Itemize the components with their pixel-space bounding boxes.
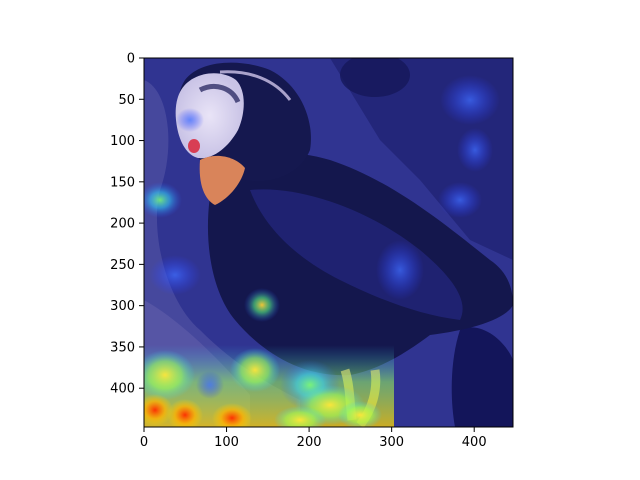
heatmap-image — [135, 53, 513, 434]
x-tick-label: 400 — [462, 435, 487, 450]
y-tick-label: 100 — [110, 134, 135, 149]
y-tick-label: 250 — [110, 258, 135, 273]
x-tick-label: 0 — [140, 435, 148, 450]
x-tick-label: 200 — [297, 435, 322, 450]
y-tick-label: 0 — [127, 52, 135, 67]
y-axis: 0 50 100 150 200 250 300 350 400 — [110, 52, 144, 397]
y-tick-label: 400 — [110, 382, 135, 397]
x-axis: 0 100 200 300 400 — [140, 427, 487, 450]
y-tick-label: 300 — [110, 299, 135, 314]
y-tick-label: 350 — [110, 340, 135, 355]
y-tick-label: 200 — [110, 217, 135, 232]
x-tick-label: 100 — [214, 435, 239, 450]
y-tick-label: 50 — [118, 93, 135, 108]
x-tick-label: 300 — [379, 435, 404, 450]
y-tick-label: 150 — [110, 175, 135, 190]
